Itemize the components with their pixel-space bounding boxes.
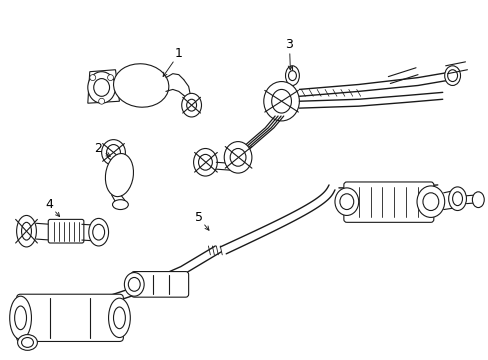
Ellipse shape <box>94 78 109 96</box>
Ellipse shape <box>186 99 196 111</box>
Ellipse shape <box>90 75 96 81</box>
Polygon shape <box>88 70 119 103</box>
FancyBboxPatch shape <box>17 294 123 342</box>
Ellipse shape <box>88 72 115 103</box>
Ellipse shape <box>10 296 31 339</box>
Ellipse shape <box>108 298 130 338</box>
Ellipse shape <box>422 193 438 211</box>
Ellipse shape <box>124 273 144 296</box>
Ellipse shape <box>107 75 113 81</box>
Ellipse shape <box>112 200 128 210</box>
Ellipse shape <box>89 219 108 246</box>
Ellipse shape <box>447 187 466 211</box>
Ellipse shape <box>288 71 296 81</box>
Ellipse shape <box>452 192 462 206</box>
Ellipse shape <box>21 338 33 347</box>
Ellipse shape <box>271 89 291 113</box>
FancyBboxPatch shape <box>131 271 188 297</box>
Text: 4: 4 <box>45 198 53 211</box>
Ellipse shape <box>128 278 140 291</box>
Ellipse shape <box>471 192 483 208</box>
Ellipse shape <box>285 66 299 85</box>
Ellipse shape <box>334 188 358 215</box>
Ellipse shape <box>113 64 168 107</box>
Ellipse shape <box>198 154 212 170</box>
Ellipse shape <box>21 222 31 240</box>
Text: 1: 1 <box>175 48 183 60</box>
Ellipse shape <box>102 140 125 165</box>
Ellipse shape <box>263 82 299 121</box>
Text: 2: 2 <box>94 142 102 155</box>
Ellipse shape <box>113 307 125 329</box>
Ellipse shape <box>230 148 245 166</box>
Ellipse shape <box>193 148 217 176</box>
Text: 5: 5 <box>194 211 202 224</box>
Ellipse shape <box>17 215 36 247</box>
Ellipse shape <box>93 224 104 240</box>
FancyBboxPatch shape <box>48 219 83 243</box>
Ellipse shape <box>182 93 201 117</box>
Ellipse shape <box>18 334 37 350</box>
Ellipse shape <box>339 194 353 210</box>
Ellipse shape <box>447 70 457 82</box>
Ellipse shape <box>105 154 133 197</box>
Ellipse shape <box>99 98 104 104</box>
Ellipse shape <box>444 66 460 85</box>
Ellipse shape <box>416 186 444 217</box>
Ellipse shape <box>15 306 26 330</box>
Ellipse shape <box>224 141 251 173</box>
Text: 3: 3 <box>285 38 293 51</box>
FancyBboxPatch shape <box>343 182 433 222</box>
Ellipse shape <box>106 145 120 160</box>
